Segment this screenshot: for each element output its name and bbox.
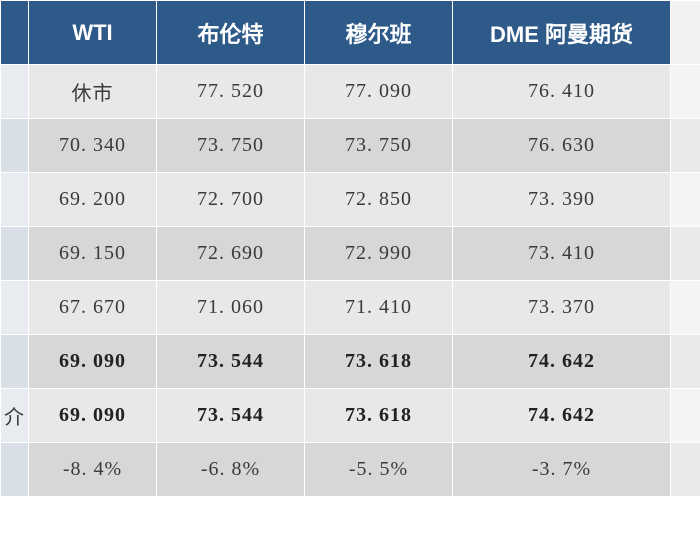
col-header-wti: WTI: [29, 1, 157, 65]
cell: 74. 642: [453, 335, 671, 389]
table-row: 69. 090 73. 544 73. 618 74. 642: [1, 335, 700, 389]
cell: 73. 618: [305, 335, 453, 389]
cell: 73. 544: [157, 335, 305, 389]
row-tail: [671, 335, 700, 389]
price-table-container: WTI 布伦特 穆尔班 DME 阿曼期货 休市 77. 520 77. 090 …: [0, 0, 700, 550]
cell: -8. 4%: [29, 443, 157, 497]
cell: 73. 544: [157, 389, 305, 443]
table-row: 69. 200 72. 700 72. 850 73. 390: [1, 173, 700, 227]
row-tail: [671, 65, 700, 119]
table-body: 休市 77. 520 77. 090 76. 410 70. 340 73. 7…: [1, 65, 700, 497]
cell: 72. 850: [305, 173, 453, 227]
table-row: 70. 340 73. 750 73. 750 76. 630: [1, 119, 700, 173]
cell: 72. 990: [305, 227, 453, 281]
cell: 69. 090: [29, 389, 157, 443]
row-stub: [1, 173, 29, 227]
row-tail: [671, 389, 700, 443]
table-row: 69. 150 72. 690 72. 990 73. 410: [1, 227, 700, 281]
cell: 70. 340: [29, 119, 157, 173]
cell: 74. 642: [453, 389, 671, 443]
row-stub: [1, 281, 29, 335]
cell: 71. 060: [157, 281, 305, 335]
cell: 77. 520: [157, 65, 305, 119]
table-row: 休市 77. 520 77. 090 76. 410: [1, 65, 700, 119]
header-stub: [1, 1, 29, 65]
cell: 76. 630: [453, 119, 671, 173]
cell: -5. 5%: [305, 443, 453, 497]
price-table: WTI 布伦特 穆尔班 DME 阿曼期货 休市 77. 520 77. 090 …: [0, 0, 700, 497]
row-stub: 介: [1, 389, 29, 443]
table-row: -8. 4% -6. 8% -5. 5% -3. 7%: [1, 443, 700, 497]
row-tail: [671, 119, 700, 173]
cell: 77. 090: [305, 65, 453, 119]
header-tail: [671, 1, 700, 65]
table-row: 介 69. 090 73. 544 73. 618 74. 642: [1, 389, 700, 443]
cell: 69. 200: [29, 173, 157, 227]
col-header-dme: DME 阿曼期货: [453, 1, 671, 65]
cell: 69. 090: [29, 335, 157, 389]
col-header-brent: 布伦特: [157, 1, 305, 65]
cell: 72. 690: [157, 227, 305, 281]
cell: 73. 750: [157, 119, 305, 173]
table-row: 67. 670 71. 060 71. 410 73. 370: [1, 281, 700, 335]
cell: 69. 150: [29, 227, 157, 281]
row-stub: [1, 119, 29, 173]
header-row: WTI 布伦特 穆尔班 DME 阿曼期货: [1, 1, 700, 65]
row-tail: [671, 443, 700, 497]
row-stub: [1, 443, 29, 497]
cell: 73. 410: [453, 227, 671, 281]
row-tail: [671, 173, 700, 227]
row-tail: [671, 281, 700, 335]
cell: -6. 8%: [157, 443, 305, 497]
cell: 休市: [29, 65, 157, 119]
cell: 73. 370: [453, 281, 671, 335]
cell: 67. 670: [29, 281, 157, 335]
row-stub: [1, 335, 29, 389]
row-stub: [1, 227, 29, 281]
row-tail: [671, 227, 700, 281]
cell: 72. 700: [157, 173, 305, 227]
cell: -3. 7%: [453, 443, 671, 497]
cell: 76. 410: [453, 65, 671, 119]
row-stub: [1, 65, 29, 119]
col-header-murban: 穆尔班: [305, 1, 453, 65]
cell: 71. 410: [305, 281, 453, 335]
cell: 73. 390: [453, 173, 671, 227]
cell: 73. 618: [305, 389, 453, 443]
cell: 73. 750: [305, 119, 453, 173]
